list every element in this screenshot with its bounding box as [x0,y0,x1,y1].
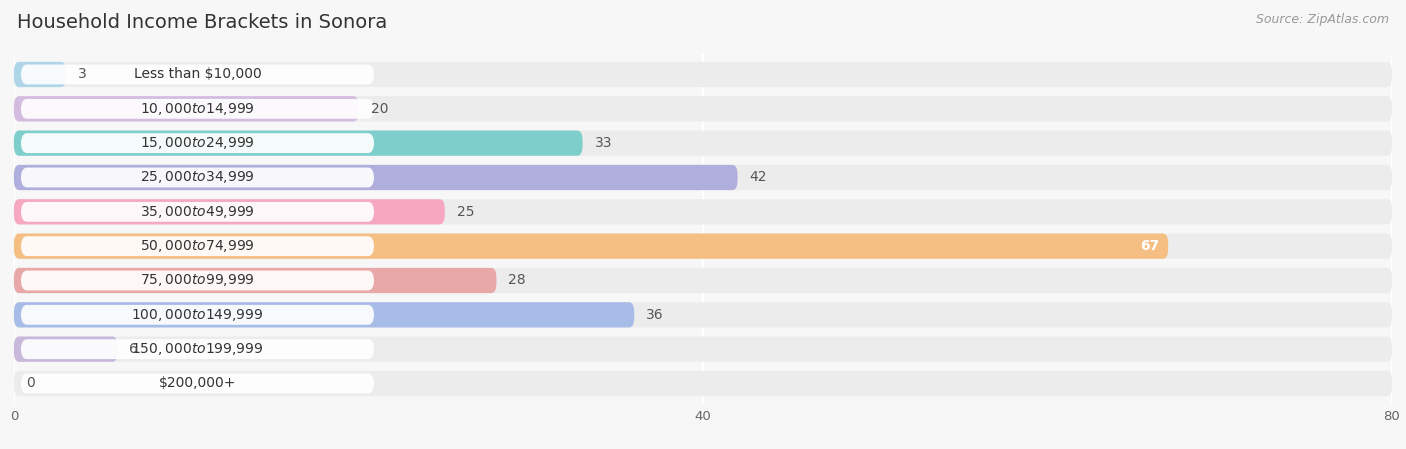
FancyBboxPatch shape [14,268,496,293]
Text: 36: 36 [647,308,664,322]
FancyBboxPatch shape [14,337,118,362]
FancyBboxPatch shape [14,165,1392,190]
FancyBboxPatch shape [14,233,1392,259]
FancyBboxPatch shape [14,62,1392,87]
FancyBboxPatch shape [21,65,374,84]
FancyBboxPatch shape [14,131,1392,156]
Text: $25,000 to $34,999: $25,000 to $34,999 [141,169,254,185]
FancyBboxPatch shape [21,202,374,222]
Text: $150,000 to $199,999: $150,000 to $199,999 [131,341,264,357]
FancyBboxPatch shape [21,99,374,119]
FancyBboxPatch shape [14,302,1392,327]
Text: 0: 0 [27,377,35,391]
FancyBboxPatch shape [14,165,738,190]
Text: $100,000 to $149,999: $100,000 to $149,999 [131,307,264,323]
Text: 28: 28 [509,273,526,287]
Text: 42: 42 [749,171,768,185]
Text: 20: 20 [371,102,388,116]
FancyBboxPatch shape [21,374,374,393]
FancyBboxPatch shape [14,337,1392,362]
Text: 3: 3 [77,67,87,81]
Text: $75,000 to $99,999: $75,000 to $99,999 [141,273,254,289]
FancyBboxPatch shape [14,233,1168,259]
Text: $15,000 to $24,999: $15,000 to $24,999 [141,135,254,151]
FancyBboxPatch shape [14,302,634,327]
Text: $10,000 to $14,999: $10,000 to $14,999 [141,101,254,117]
FancyBboxPatch shape [14,268,1392,293]
Text: Source: ZipAtlas.com: Source: ZipAtlas.com [1256,13,1389,26]
Text: $50,000 to $74,999: $50,000 to $74,999 [141,238,254,254]
FancyBboxPatch shape [14,96,1392,121]
FancyBboxPatch shape [21,236,374,256]
Text: 33: 33 [595,136,612,150]
FancyBboxPatch shape [14,371,1392,396]
FancyBboxPatch shape [21,167,374,187]
FancyBboxPatch shape [14,131,582,156]
Text: 6: 6 [129,342,138,356]
Text: 25: 25 [457,205,474,219]
Text: Less than $10,000: Less than $10,000 [134,67,262,81]
FancyBboxPatch shape [21,271,374,291]
Text: Household Income Brackets in Sonora: Household Income Brackets in Sonora [17,13,387,32]
FancyBboxPatch shape [21,305,374,325]
FancyBboxPatch shape [21,339,374,359]
Text: 67: 67 [1140,239,1160,253]
FancyBboxPatch shape [14,199,444,224]
FancyBboxPatch shape [14,96,359,121]
Text: $35,000 to $49,999: $35,000 to $49,999 [141,204,254,220]
FancyBboxPatch shape [14,62,66,87]
FancyBboxPatch shape [21,133,374,153]
Text: $200,000+: $200,000+ [159,377,236,391]
FancyBboxPatch shape [14,199,1392,224]
